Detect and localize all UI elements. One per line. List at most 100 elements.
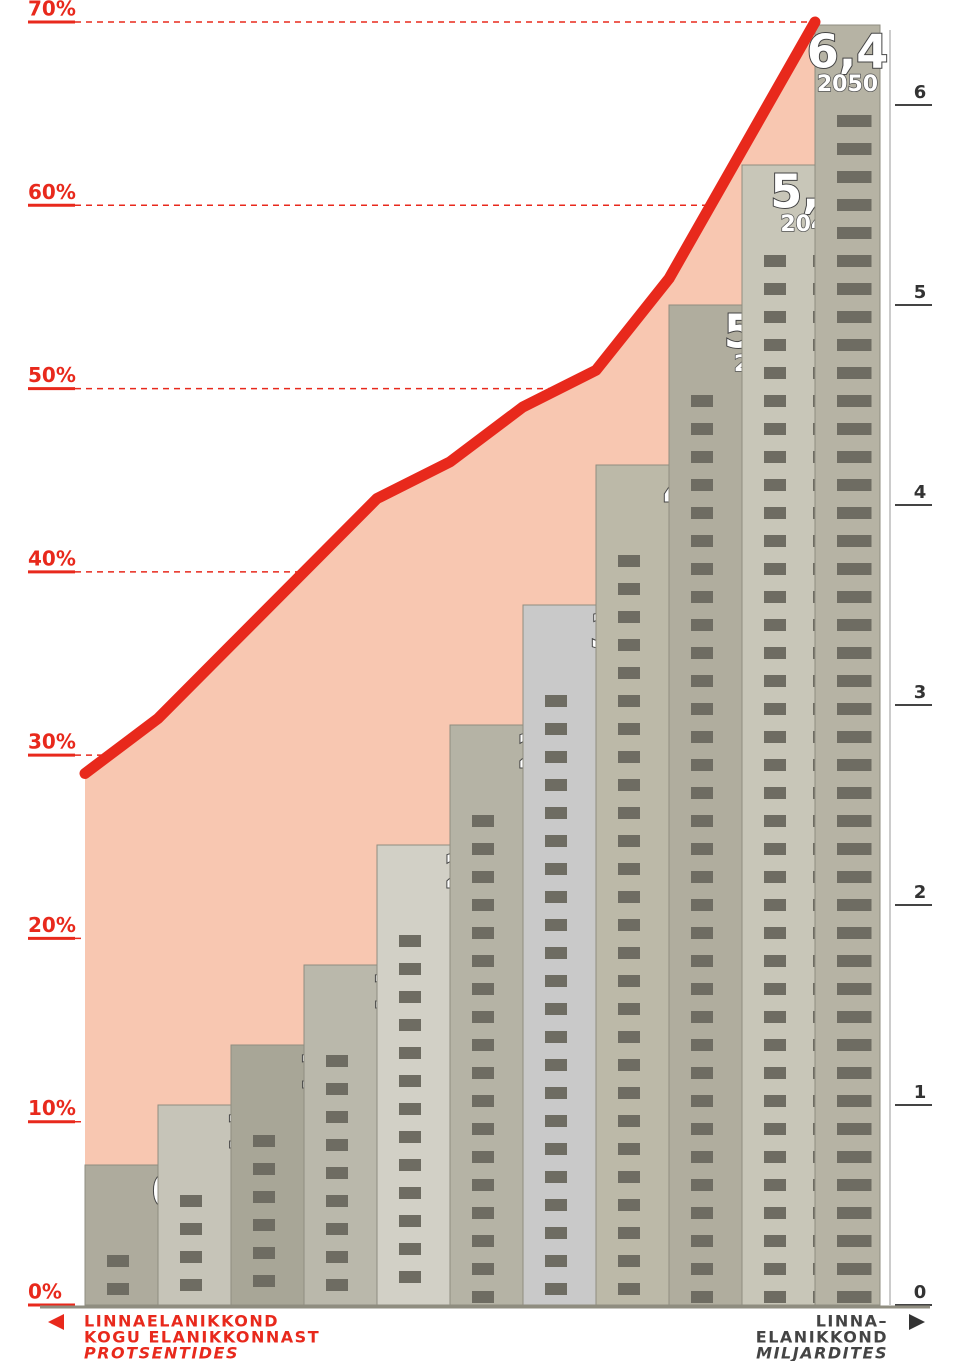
window: [180, 1251, 202, 1263]
window: [849, 927, 872, 939]
window: [472, 1291, 494, 1303]
window: [472, 815, 494, 827]
window: [472, 871, 494, 883]
window: [253, 1275, 275, 1287]
y2-tick-label: 6: [914, 82, 927, 103]
window: [618, 1143, 640, 1155]
window: [545, 1087, 567, 1099]
y-axis-label: KOGU ELANIKKONNAST: [84, 1328, 320, 1347]
window: [618, 947, 640, 959]
y-tick-label: 30%: [28, 730, 76, 754]
window: [618, 1115, 640, 1127]
arrow: [48, 1314, 64, 1330]
window: [764, 1039, 786, 1051]
window: [545, 947, 567, 959]
window: [399, 1019, 421, 1031]
window: [618, 751, 640, 763]
window: [849, 199, 872, 211]
window: [545, 835, 567, 847]
window: [764, 1095, 786, 1107]
window: [253, 1219, 275, 1231]
window: [399, 1075, 421, 1087]
window: [545, 779, 567, 791]
y2-tick-label: 3: [914, 682, 927, 703]
window: [545, 1031, 567, 1043]
window: [691, 1291, 713, 1303]
y2-tick-label: 5: [914, 282, 927, 303]
y2-tick-label: 1: [914, 1082, 927, 1103]
window: [180, 1223, 202, 1235]
y-tick-label: 20%: [28, 913, 76, 937]
window: [472, 899, 494, 911]
window: [326, 1195, 348, 1207]
window: [764, 759, 786, 771]
window: [764, 871, 786, 883]
window: [545, 695, 567, 707]
window: [764, 479, 786, 491]
window: [399, 1103, 421, 1115]
window: [326, 1223, 348, 1235]
window: [399, 1243, 421, 1255]
window: [618, 863, 640, 875]
window: [399, 1159, 421, 1171]
window: [545, 1171, 567, 1183]
window: [764, 1179, 786, 1191]
window: [472, 1123, 494, 1135]
window: [764, 647, 786, 659]
window: [399, 1131, 421, 1143]
window: [618, 667, 640, 679]
window: [691, 647, 713, 659]
window: [545, 723, 567, 735]
window: [691, 983, 713, 995]
window: [691, 927, 713, 939]
window: [618, 807, 640, 819]
y2-axis-label: LINNA–: [816, 1312, 888, 1331]
window: [691, 535, 713, 547]
y-tick-label: 10%: [28, 1096, 76, 1120]
window: [618, 1255, 640, 1267]
window: [849, 1095, 872, 1107]
window: [764, 619, 786, 631]
window: [764, 731, 786, 743]
window: [618, 1059, 640, 1071]
window: [545, 1227, 567, 1239]
window: [764, 507, 786, 519]
window: [764, 899, 786, 911]
window: [849, 507, 872, 519]
window: [691, 1067, 713, 1079]
window: [691, 1263, 713, 1275]
y2-axis-label: ELANIKKOND: [756, 1328, 888, 1347]
window: [253, 1191, 275, 1203]
window: [326, 1055, 348, 1067]
window: [849, 115, 872, 127]
window: [764, 535, 786, 547]
window: [764, 955, 786, 967]
window: [849, 171, 872, 183]
window: [180, 1195, 202, 1207]
window: [326, 1111, 348, 1123]
window: [764, 1123, 786, 1135]
y-axis-label: PROTSENTIDES: [84, 1344, 239, 1361]
window: [764, 1235, 786, 1247]
window: [399, 1047, 421, 1059]
window: [764, 395, 786, 407]
window: [618, 1199, 640, 1211]
window: [849, 731, 872, 743]
window: [764, 591, 786, 603]
window: [764, 787, 786, 799]
window: [849, 535, 872, 547]
y-tick-label: 50%: [28, 363, 76, 387]
y-axis-label: LINNAELANIKKOND: [84, 1312, 279, 1331]
y-tick-label: 60%: [28, 180, 76, 204]
window: [618, 779, 640, 791]
window: [849, 619, 872, 631]
window: [618, 1087, 640, 1099]
window: [849, 871, 872, 883]
window: [472, 1095, 494, 1107]
window: [691, 395, 713, 407]
window: [618, 1003, 640, 1015]
window: [691, 1039, 713, 1051]
y2-tick-label: 4: [914, 482, 927, 503]
window: [618, 583, 640, 595]
